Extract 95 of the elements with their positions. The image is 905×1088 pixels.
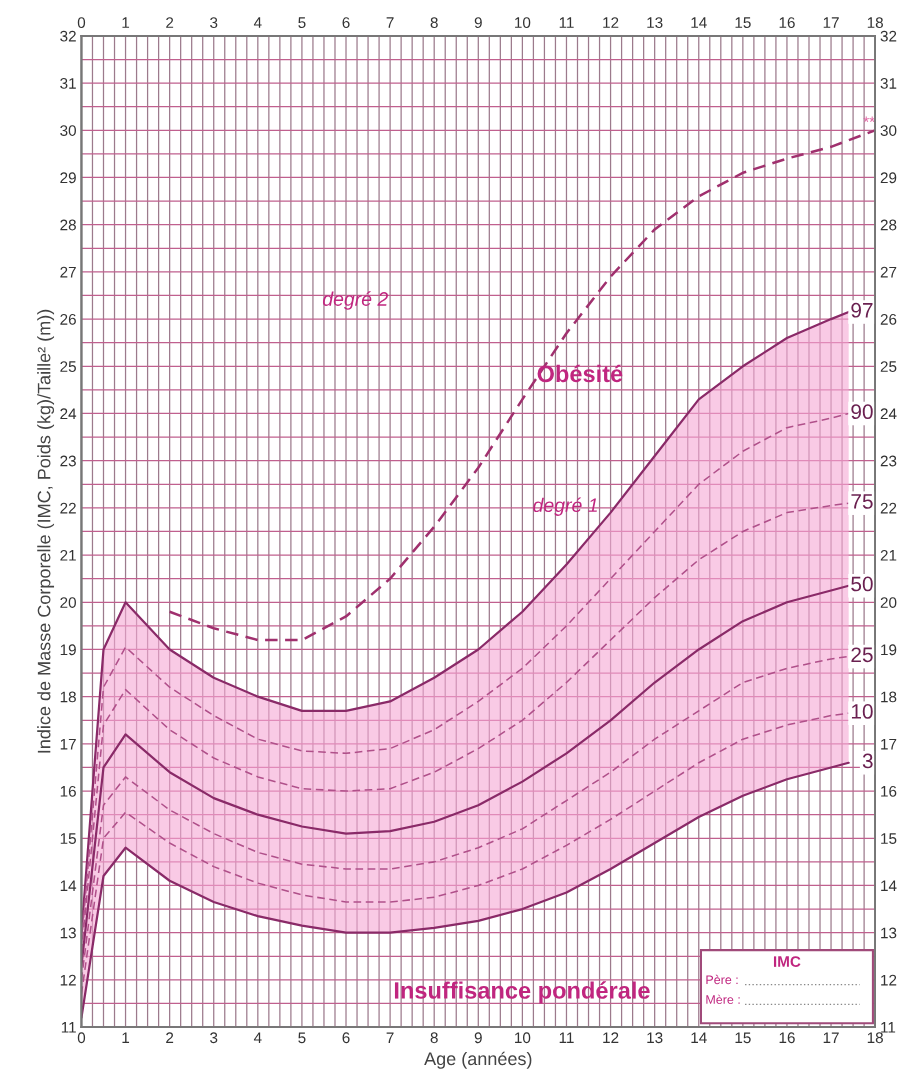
x-tick-label: 11 <box>559 1032 574 1043</box>
y2-tick-label: 13 <box>881 927 897 939</box>
y2-tick-label: 18 <box>881 691 897 703</box>
y2-tick-label: 30 <box>880 125 897 136</box>
y2-tick-label: 27 <box>880 266 897 278</box>
x2-tick-label: 17 <box>823 17 839 28</box>
y-tick-label: 15 <box>60 833 76 844</box>
x2-tick-label: 18 <box>867 17 883 29</box>
x-tick-label: 4 <box>253 1032 262 1043</box>
annotation: IMC <box>773 956 801 968</box>
x-tick-label: 2 <box>166 1032 174 1043</box>
y2-tick-label: 25 <box>880 361 897 372</box>
y2-tick-label: 22 <box>880 502 897 514</box>
y-tick-label: 31 <box>60 77 76 89</box>
y2-tick-label: 31 <box>880 77 897 89</box>
y2-tick-label: 12 <box>881 974 897 986</box>
x-tick-label: 10 <box>515 1032 531 1044</box>
y-tick-label: 21 <box>60 549 76 561</box>
y-tick-label: 29 <box>60 172 76 184</box>
x2-tick-label: 6 <box>342 17 350 29</box>
series-label: 10 <box>851 704 873 719</box>
x2-tick-label: 11 <box>559 17 574 28</box>
y2-tick-label: 28 <box>880 219 897 231</box>
y2-tick-label: 23 <box>880 455 897 467</box>
y-tick-label: 27 <box>60 266 76 278</box>
x2-tick-label: 9 <box>474 17 482 29</box>
x-tick-label: 17 <box>823 1032 839 1043</box>
series-label: 3 <box>862 753 873 769</box>
y-tick-label: 32 <box>60 30 76 42</box>
x2-tick-label: 7 <box>386 17 394 28</box>
x-tick-label: 15 <box>735 1032 751 1044</box>
x2-tick-label: 10 <box>515 17 531 29</box>
y-tick-label: 14 <box>60 880 77 892</box>
y2-tick-label: 16 <box>881 785 897 797</box>
x2-tick-label: 5 <box>298 17 306 29</box>
y2-tick-label: 32 <box>880 30 897 42</box>
y2-tick-label: 24 <box>880 408 897 420</box>
x-tick-label: 5 <box>298 1032 306 1044</box>
x-tick-label: 14 <box>691 1032 707 1043</box>
y2-tick-label: 29 <box>880 172 897 184</box>
x2-tick-label: 4 <box>253 17 262 28</box>
y-tick-label: 24 <box>60 408 77 420</box>
x2-tick-label: 16 <box>779 17 795 29</box>
y2-tick-label: 21 <box>880 549 897 561</box>
annotation: Père : <box>706 974 738 985</box>
x-tick-label: 9 <box>474 1032 482 1044</box>
y2-tick-label: 17 <box>881 738 897 750</box>
x-tick-label: 12 <box>603 1032 619 1043</box>
series-label: 90 <box>851 404 873 420</box>
x-tick-label: 6 <box>342 1032 350 1044</box>
y2-tick-label: 15 <box>881 833 897 844</box>
x2-tick-label: 1 <box>122 17 130 28</box>
y-tick-label: 28 <box>60 219 76 231</box>
y-tick-label: 18 <box>60 691 76 703</box>
x2-tick-label: 13 <box>647 17 663 29</box>
x2-tick-label: 2 <box>166 17 174 28</box>
x-axis-title: Age (années) <box>424 1051 532 1069</box>
x2-tick-label: 12 <box>603 17 619 28</box>
x-tick-label: 1 <box>122 1032 130 1043</box>
annotation: degré 2 <box>322 291 388 310</box>
x2-tick-label: 3 <box>210 17 218 29</box>
x2-tick-label: 14 <box>691 17 707 28</box>
y2-tick-label: 20 <box>880 597 897 608</box>
x2-tick-label: 8 <box>430 17 438 29</box>
y-tick-label: 30 <box>60 125 76 136</box>
x-tick-label: 3 <box>210 1032 218 1044</box>
y-tick-label: 26 <box>60 313 76 325</box>
series-label: 50 <box>851 576 873 592</box>
y-tick-label: 22 <box>60 502 76 514</box>
y-tick-label: 25 <box>60 361 76 372</box>
y-tick-label: 20 <box>60 597 76 608</box>
y-tick-label: 16 <box>60 785 76 797</box>
x2-tick-label: 0 <box>77 17 86 29</box>
x-tick-label: 0 <box>77 1032 86 1044</box>
y-tick-label: 12 <box>60 974 76 986</box>
x-tick-label: 13 <box>647 1032 663 1044</box>
y-tick-label: 13 <box>60 927 76 939</box>
y2-tick-label: 26 <box>880 313 897 325</box>
series-label: 75 <box>851 494 873 509</box>
y2-tick-label: 14 <box>881 880 897 892</box>
annotation: Mère : <box>706 994 740 1004</box>
x-tick-label: 16 <box>779 1032 795 1044</box>
y-tick-label: 19 <box>60 644 76 656</box>
y-tick-label: 23 <box>60 455 76 467</box>
y2-tick-label: 11 <box>881 1022 896 1033</box>
x-tick-label: 7 <box>386 1032 394 1043</box>
y-tick-label: 11 <box>61 1022 76 1033</box>
y-tick-label: 17 <box>60 738 76 750</box>
series-label: 97 <box>851 302 873 318</box>
y-axis-title: Indice de Masse Corporelle (IMC, Poids (kg)/Taille² (m)) <box>37 309 55 753</box>
y2-tick-label: 19 <box>881 644 897 656</box>
series-label: 25 <box>851 647 873 663</box>
x-tick-label: 18 <box>867 1032 883 1044</box>
x-tick-label: 8 <box>430 1032 438 1044</box>
x2-tick-label: 15 <box>735 17 751 29</box>
